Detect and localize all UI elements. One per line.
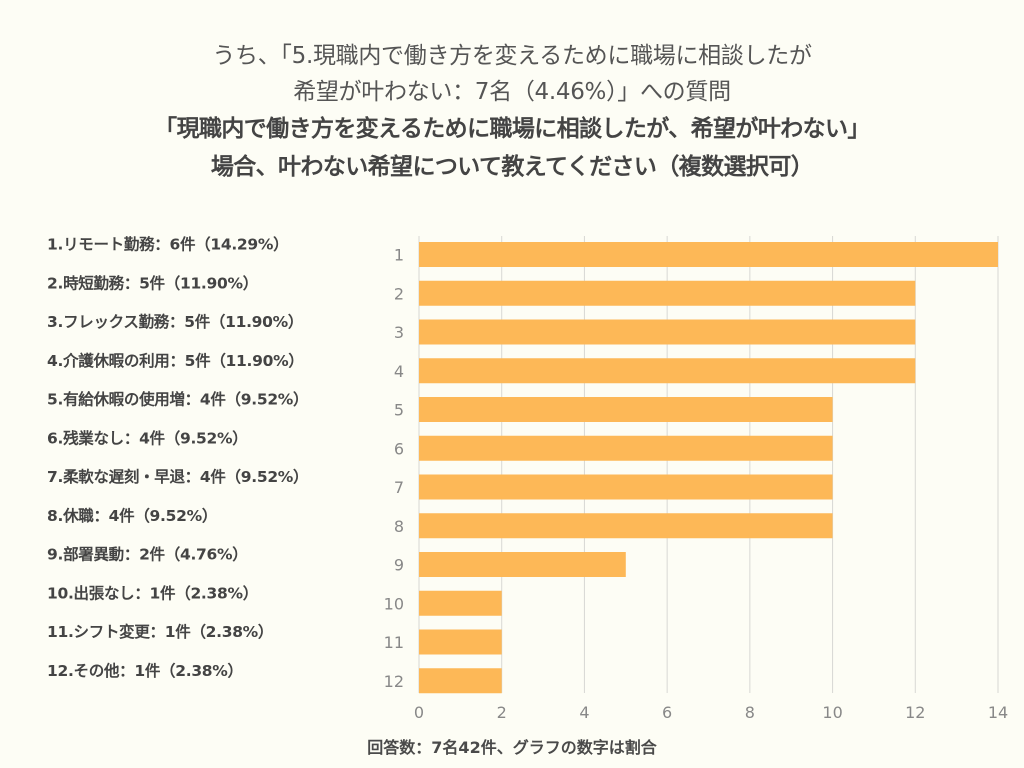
- y-tick-label: 9: [394, 556, 404, 575]
- x-tick-label: 14: [988, 703, 1008, 722]
- y-tick-label: 10: [384, 594, 404, 613]
- y-tick-label: 5: [394, 401, 404, 420]
- x-tick-label: 0: [414, 703, 424, 722]
- category-labels: 1.リモート勤務：6件（14.29%） 2.時短勤務：5件（11.90%） 3.フレ…: [47, 235, 309, 680]
- gridlines: [418, 236, 999, 693]
- bar: [419, 319, 916, 345]
- y-tick-label: 11: [384, 633, 404, 652]
- category-label: 1.リモート勤務：6件（14.29%）: [47, 235, 288, 254]
- y-tick-label: 4: [394, 362, 404, 381]
- category-label: 6.残業なし：4件（9.52%）: [47, 428, 247, 447]
- footer-note: 回答数：7名42件、グラフの数字は割合: [367, 738, 657, 757]
- subtitle-line-1: うち、「5.現職内で働き方を変えるために職場に相談したが: [212, 43, 812, 69]
- category-label: 4.介護休暇の利用：5件（11.90%）: [47, 351, 304, 370]
- category-label: 10.出張なし：1件（2.38%）: [47, 583, 258, 602]
- x-tick-label: 6: [662, 703, 672, 722]
- y-tick-label: 12: [384, 672, 404, 691]
- category-label: 3.フレックス勤務：5件（11.90%）: [47, 312, 303, 331]
- y-tick-label: 1: [394, 246, 404, 265]
- bar: [419, 358, 916, 384]
- category-label: 12.その他：1件（2.38%）: [47, 661, 243, 680]
- bar: [419, 552, 626, 577]
- category-label: 11.シフト変更：1件（2.38%）: [47, 622, 273, 641]
- category-label: 8.休職：4件（9.52%）: [47, 506, 217, 525]
- category-label: 9.部署異動：2件（4.76%）: [47, 545, 247, 564]
- bars: [419, 242, 998, 694]
- x-tick-label: 10: [822, 703, 842, 722]
- bar: [419, 668, 502, 694]
- bar: [419, 629, 502, 655]
- x-tick-label: 12: [905, 703, 925, 722]
- bar: [419, 474, 833, 500]
- y-tick-label: 8: [394, 517, 404, 536]
- title-block: うち、「5.現職内で働き方を変えるために職場に相談したが 希望が叶わない：7名（…: [0, 38, 1024, 186]
- category-label: 7.柔軟な遅刻・早退：4件（9.52%）: [47, 467, 308, 486]
- y-tick-label: 2: [394, 284, 404, 303]
- y-tick-label: 6: [394, 439, 404, 458]
- x-tick-label: 8: [745, 703, 755, 722]
- x-tick-label: 2: [497, 703, 507, 722]
- bar: [419, 590, 502, 616]
- bar: [419, 242, 998, 267]
- subtitle-line-2: 希望が叶わない：7名（4.46%）」への質問: [293, 79, 731, 105]
- bar: [419, 397, 833, 422]
- x-axis-ticks: 0 2 4 6 8 10 12 14: [414, 703, 1008, 722]
- question-line-2: 場合、叶わない希望について教えてください（複数選択可）: [210, 154, 814, 180]
- y-tick-label: 7: [394, 478, 404, 497]
- bar: [419, 435, 833, 461]
- question-line-1: 「現職内で働き方を変えるために職場に相談したが、希望が叶わない」: [154, 116, 870, 142]
- category-label: 5.有給休暇の使用増：4件（9.52%）: [47, 390, 308, 409]
- bar: [419, 280, 916, 306]
- bar: [419, 513, 833, 539]
- category-label: 2.時短勤務：5件（11.90%）: [47, 273, 258, 292]
- x-tick-label: 4: [579, 703, 589, 722]
- y-tick-label: 3: [394, 323, 404, 342]
